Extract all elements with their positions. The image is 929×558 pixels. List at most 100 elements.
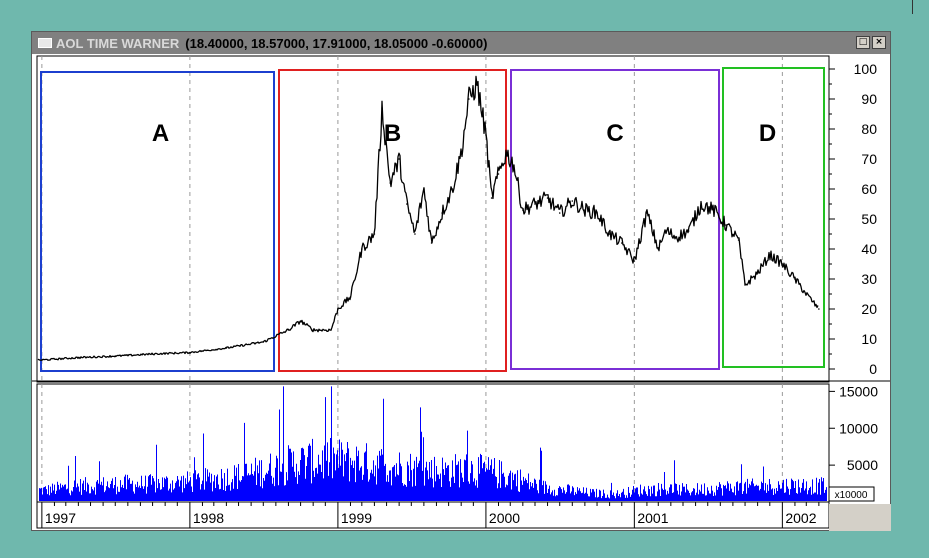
price-ytick-label: 90 [861,91,877,107]
region-label-c: C [606,120,623,147]
price-point [522,209,524,211]
price-point [406,203,408,205]
price-ytick-label: 100 [854,61,878,77]
price-point [476,83,478,85]
price-point [287,329,290,331]
price-point [608,233,611,235]
close-button[interactable]: × [872,36,886,49]
volume-multiplier-label: x10000 [835,490,868,501]
price-point [451,188,454,190]
price-point [768,254,771,256]
price-point [468,98,470,100]
price-point [398,158,400,160]
price-point [737,239,740,241]
region-box-d [722,67,825,368]
price-point [381,107,383,109]
price-point [620,242,623,244]
price-point [389,182,392,184]
region-box-b [278,69,507,372]
price-point [534,203,536,205]
year-label: 1999 [341,510,372,526]
price-point [646,212,648,214]
price-point [490,197,493,199]
price-point [151,353,154,355]
price-ytick-label: 40 [861,241,877,257]
region-box-a [40,71,275,372]
price-point [571,200,574,202]
price-point [781,263,784,265]
quote-values: (18.40000, 18.57000, 17.91000, 18.05000 … [185,35,488,51]
price-point [414,233,416,235]
price-point [633,260,636,262]
price-ytick-label: 70 [861,151,877,167]
price-ytick-label: 30 [861,271,877,287]
price-point [423,188,425,190]
price-ytick-label: 60 [861,181,877,197]
year-label: 2002 [785,510,816,526]
volume-multiplier-box [828,486,875,502]
year-label: 2001 [637,510,668,526]
restore-button[interactable]: □ [856,36,870,49]
price-point [337,308,339,310]
price-point [77,356,80,359]
price-point [687,230,690,232]
chart-window: AOL TIME WARNER (18.40000, 18.57000, 17.… [31,31,891,531]
symbol-name: AOL TIME WARNER [56,35,180,51]
price-point [712,209,715,211]
price-ytick-label: 0 [869,361,877,377]
price-point [430,242,433,244]
year-label: 1997 [45,510,76,526]
price-ytick-label: 80 [861,121,877,137]
title-bar[interactable]: AOL TIME WARNER (18.40000, 18.57000, 17.… [32,32,890,54]
region-label-a: A [152,120,169,147]
volume-bars-group [39,386,827,501]
price-point [744,284,746,286]
price-ytick-label: 20 [861,301,877,317]
price-ytick-label: 50 [861,211,877,227]
price-point [546,197,549,199]
window-menu-icon[interactable] [38,38,52,48]
price-ytick-label: 10 [861,331,877,347]
price-point [584,209,586,211]
price-point [312,329,314,331]
price-point [513,164,515,166]
year-label: 2000 [489,510,520,526]
corner-gray-area [829,504,891,531]
price-point [675,236,678,238]
price-point [505,152,507,154]
volume-ytick-label: 10000 [839,420,878,436]
price-point [225,347,228,349]
price-point [330,329,332,331]
price-point [725,224,727,226]
edge-tick-mark [912,0,913,14]
price-point [189,351,191,354]
price-point [41,359,43,361]
price-panel-frame [36,55,830,383]
volume-ytick-label: 15000 [839,383,878,399]
price-point [373,233,376,235]
price-series-line [37,75,819,361]
price-point [349,296,352,298]
price-point [460,152,462,154]
price-point [262,341,265,343]
price-point [805,293,808,295]
price-point [756,272,759,274]
price-point [818,308,820,310]
price-point [794,278,796,280]
price-point [485,134,487,136]
price-point [596,212,598,214]
price-point [665,230,667,232]
volume-ytick-label: 5000 [847,457,878,473]
price-point [361,248,363,250]
region-box-c [510,69,720,370]
year-label: 1998 [193,510,224,526]
region-label-b: B [384,120,401,147]
date-axis-frame [36,501,830,529]
price-point [558,212,561,214]
price-point [299,320,302,322]
region-label-d: D [759,120,776,147]
price-point [700,203,703,205]
price-point [441,212,443,214]
